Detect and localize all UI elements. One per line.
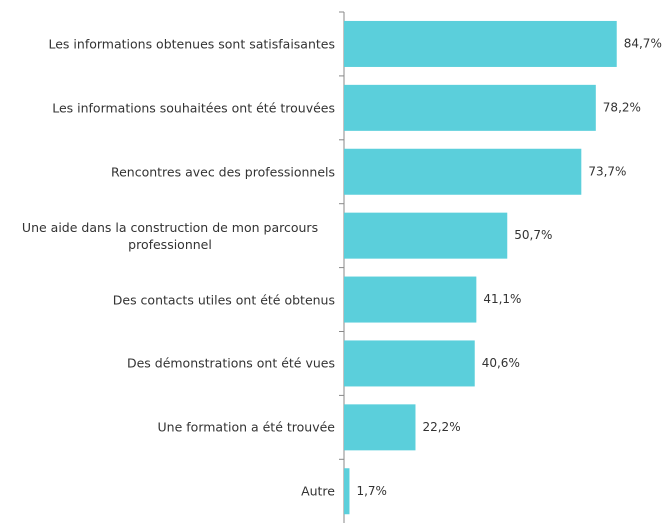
bar [344, 276, 477, 323]
category-label: Une aide dans la construction de mon par… [21, 219, 319, 252]
category-label: Les informations obtenues sont satisfais… [48, 36, 336, 52]
category-label: Autre [301, 483, 335, 499]
bar [344, 148, 582, 195]
bar [344, 404, 416, 451]
bar [344, 20, 617, 67]
category-label: Une formation a été trouvée [157, 419, 335, 435]
bar [344, 340, 475, 387]
bar [344, 84, 596, 131]
value-label: 84,7% [624, 36, 662, 50]
value-label: 22,2% [422, 420, 460, 434]
category-label: Les informations souhaitées ont été trou… [52, 100, 335, 116]
bar [344, 468, 350, 515]
category-label: Des contacts utiles ont été obtenus [112, 292, 335, 308]
value-label: 41,1% [483, 292, 521, 306]
value-label: 50,7% [514, 228, 552, 242]
value-label: 73,7% [588, 164, 626, 178]
category-label: Rencontres avec des professionnels [110, 164, 335, 180]
bar [344, 212, 508, 259]
value-label: 1,7% [356, 484, 387, 498]
category-label: Des démonstrations ont été vues [126, 355, 335, 371]
value-label: 40,6% [482, 356, 520, 370]
value-label: 78,2% [603, 100, 641, 114]
